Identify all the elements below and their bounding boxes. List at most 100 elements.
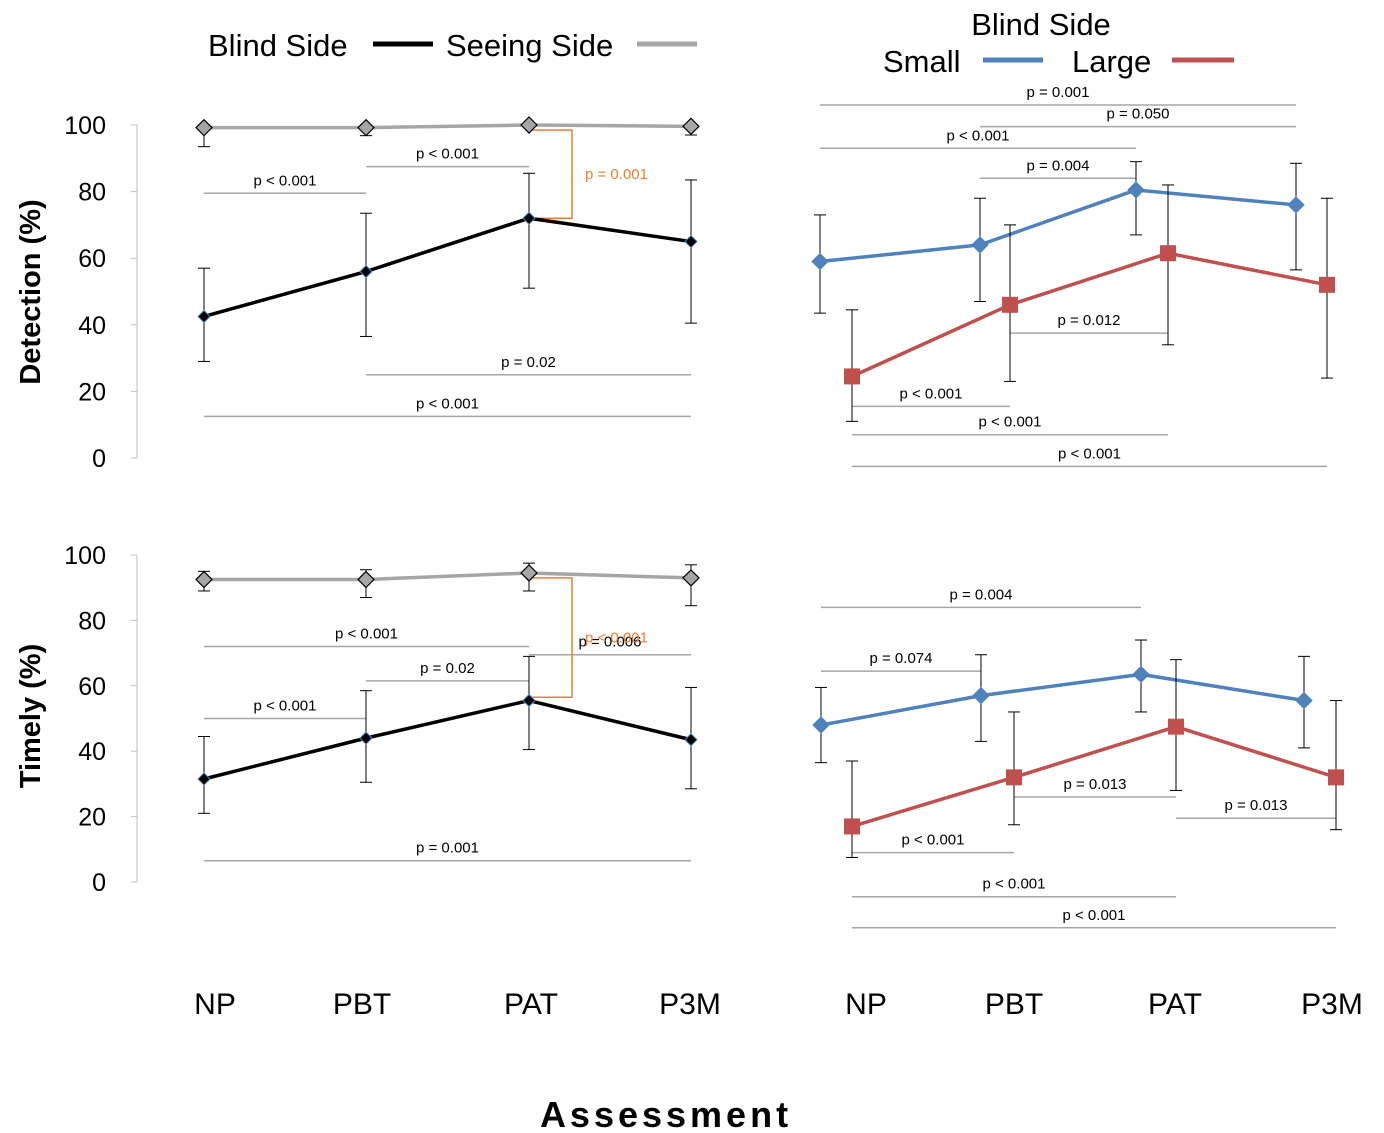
comparison-label: p = 0.004 — [1027, 157, 1090, 174]
significance-label: p = 0.001 — [585, 166, 648, 183]
x-tick-label: PBT — [985, 988, 1043, 1021]
x-categories-right: NP PBT PAT P3M — [845, 988, 1363, 1021]
data-point-diamond — [359, 264, 373, 279]
data-point-diamond — [1295, 691, 1313, 710]
data-point-diamond — [357, 118, 375, 137]
data-point-diamond — [972, 686, 990, 705]
y-axis-label-detection: Detection (%) — [15, 199, 47, 384]
series-line — [203, 698, 692, 781]
y-tick-label: 60 — [78, 673, 106, 701]
comparison-label: p < 0.001 — [254, 172, 317, 189]
comparison-label: p = 0.006 — [579, 634, 642, 651]
data-point-diamond — [684, 234, 698, 249]
comparison-label: p = 0.02 — [420, 660, 475, 677]
legend-item-seeing-side: Seeing Side — [446, 28, 613, 63]
x-tick-label: PAT — [1148, 988, 1202, 1021]
comparison-label: p < 0.001 — [254, 698, 317, 715]
significance-bracket — [529, 129, 573, 219]
x-tick-label: PAT — [504, 988, 558, 1021]
comparison-label: p < 0.001 — [335, 626, 398, 643]
series-line — [204, 123, 692, 130]
panel-detection-small-large: p = 0.001 p = 0.050 p < 0.001 p = 0.004 p = … — [811, 84, 1335, 468]
data-point-diamond — [359, 731, 373, 745]
y-tick-label: 100 — [64, 112, 106, 140]
legend-left: Blind Side Seeing Side — [208, 28, 697, 63]
y-tick-label: 40 — [78, 738, 106, 766]
significance-label: p < 0.001 — [585, 630, 648, 647]
significance-bracket — [529, 577, 573, 698]
x-tick-label: PBT — [333, 988, 391, 1021]
y-tick-label: 60 — [78, 245, 106, 273]
comparison-label: p = 0.001 — [416, 840, 479, 857]
data-point-diamond — [522, 211, 536, 225]
comparison-label: p < 0.001 — [1063, 907, 1126, 924]
y-tick-label: 80 — [78, 179, 106, 207]
series-line — [203, 216, 692, 319]
data-point-diamond — [812, 716, 830, 734]
comparison-label: p = 0.012 — [1058, 312, 1121, 329]
data-point-diamond — [1287, 196, 1305, 214]
comparison-label: p = 0.074 — [870, 650, 933, 667]
comparison-label: p < 0.001 — [900, 385, 963, 402]
data-point-square — [844, 368, 860, 385]
data-point-square — [1319, 276, 1335, 293]
y-tick-label: 20 — [78, 378, 106, 406]
comparison-label: p = 0.004 — [950, 586, 1013, 603]
y-tick-label: 80 — [78, 607, 106, 635]
comparison-label: p = 0.050 — [1107, 106, 1170, 123]
data-point-diamond — [971, 236, 989, 254]
comparison-label: p < 0.001 — [947, 127, 1010, 144]
data-point-square — [1168, 718, 1184, 735]
data-point-diamond — [1127, 181, 1145, 199]
series-line — [204, 571, 692, 582]
data-point-diamond — [520, 564, 538, 582]
data-point-diamond — [682, 117, 700, 136]
y-tick-label: 20 — [78, 804, 106, 832]
y-tick-label: 0 — [92, 869, 106, 897]
data-point-diamond — [357, 570, 375, 589]
comparison-label: p = 0.001 — [1027, 84, 1090, 101]
legend-item-small: Small — [883, 44, 961, 79]
data-point-diamond — [1132, 665, 1150, 684]
data-point-square — [844, 818, 860, 835]
comparison-label: p < 0.001 — [416, 146, 479, 163]
data-point-diamond — [195, 570, 213, 589]
data-point-diamond — [684, 733, 698, 747]
x-tick-label: NP — [194, 988, 236, 1021]
y-tick-label: 40 — [78, 312, 106, 340]
data-point-diamond — [811, 252, 829, 271]
series-line — [851, 251, 1328, 379]
data-point-diamond — [197, 309, 211, 324]
series-line — [820, 672, 1305, 727]
comparison-label: p < 0.001 — [902, 832, 965, 849]
series-line — [851, 724, 1337, 829]
panel-detection-blind-seeing: 0 20 40 60 80 100 p < 0.001 p < 0.001 p = 0.02 p … — [64, 112, 700, 473]
x-categories-left: NP PBT PAT P3M — [194, 988, 721, 1021]
legend-item-large: Large — [1072, 44, 1151, 79]
comparison-label: p < 0.001 — [983, 876, 1046, 893]
comparison-label: p < 0.001 — [416, 395, 479, 412]
x-tick-label: P3M — [1301, 988, 1363, 1021]
y-tick-label: 100 — [64, 542, 106, 570]
data-point-diamond — [520, 116, 538, 134]
y-tick-label: 0 — [92, 445, 106, 473]
data-point-square — [1328, 769, 1344, 786]
data-point-diamond — [682, 569, 700, 587]
data-point-square — [1002, 296, 1018, 313]
x-axis-label: Assessment — [540, 1094, 792, 1133]
legend-item-blind-side: Blind Side — [208, 28, 348, 63]
comparison-label: p < 0.001 — [1058, 445, 1121, 462]
comparison-label: p = 0.013 — [1064, 776, 1127, 793]
panel-timely-small-large: p = 0.004 p = 0.074 p = 0.013 p = 0.013 p < … — [812, 586, 1344, 929]
legend-title-blind-side: Blind Side — [971, 7, 1111, 42]
data-point-diamond — [195, 118, 213, 137]
data-point-diamond — [522, 693, 536, 708]
legend-right: Blind Side Small Large — [883, 7, 1234, 79]
y-axis-label-timely: Timely (%) — [15, 644, 47, 789]
data-point-diamond — [197, 772, 211, 786]
comparison-label: p = 0.02 — [501, 354, 556, 371]
x-tick-label: NP — [845, 988, 887, 1021]
data-point-square — [1006, 769, 1022, 786]
comparison-label: p < 0.001 — [979, 414, 1042, 431]
